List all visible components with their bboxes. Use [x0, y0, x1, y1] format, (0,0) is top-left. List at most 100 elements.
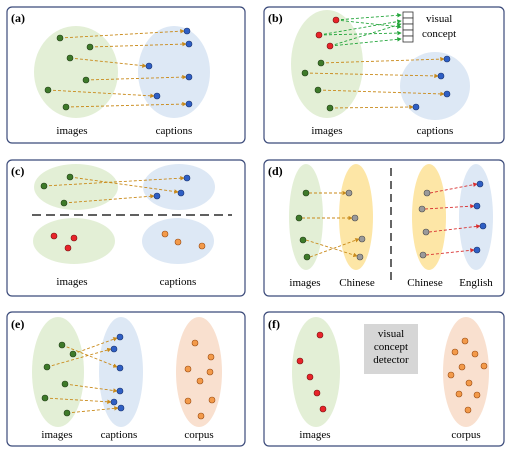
corpus-dot [465, 379, 473, 387]
arrow [69, 176, 179, 194]
images-region [32, 317, 84, 427]
images-caption: images [41, 429, 72, 441]
image-dot-red [316, 331, 324, 339]
caption-dot [116, 333, 124, 341]
caption-dot [183, 27, 191, 35]
image-dot [66, 54, 74, 62]
arrow [428, 224, 481, 233]
arrow [46, 347, 112, 368]
image-dot [62, 103, 70, 111]
panel-c-label: (c) [11, 164, 24, 178]
chinese-caption: Chinese [339, 277, 375, 289]
alignment-arrows [47, 28, 187, 108]
chinese-caption-2: Chinese [407, 277, 443, 289]
image-dot [82, 76, 90, 84]
chinese-dots [345, 189, 431, 261]
images-caption: images [289, 277, 320, 289]
image-dot [303, 253, 311, 261]
image-dot-red [332, 16, 340, 24]
caption-dots [145, 27, 193, 108]
corpus-caption: corpus [184, 429, 213, 441]
corpus-dot [206, 368, 214, 376]
image-dot [60, 199, 68, 207]
arrow [425, 248, 475, 256]
panel-c: (c) images c [6, 159, 246, 297]
corpus-dot [184, 397, 192, 405]
arrow [65, 101, 187, 108]
arrow [69, 57, 147, 68]
arrow [318, 19, 402, 36]
sentence-dot [422, 228, 430, 236]
arrow [66, 406, 119, 414]
english-dot [476, 180, 484, 188]
caption-dots [153, 174, 191, 200]
panel-d-frame [263, 159, 505, 297]
concept-arrows [318, 13, 402, 47]
panel-b: (b) visual concept [263, 6, 505, 144]
corpus-region [443, 317, 489, 427]
image-dots [40, 173, 74, 207]
sentence-dot [351, 214, 359, 222]
captions-region [138, 26, 210, 118]
image-dots [301, 16, 340, 112]
arrow [329, 22, 402, 47]
corpus-dot [207, 353, 215, 361]
caption-dot [153, 92, 161, 100]
image-dot-red [315, 31, 323, 39]
panel-e: (e) [6, 311, 246, 447]
arrow [63, 194, 155, 204]
image-dot [56, 34, 64, 42]
english-dot [473, 202, 481, 210]
image-dot [61, 380, 69, 388]
arrow [47, 89, 155, 99]
corpus-dot [451, 348, 459, 356]
chinese-region-2 [412, 164, 446, 270]
caption-dots [412, 55, 451, 111]
caption-dot [177, 189, 185, 197]
images-caption: images [56, 125, 87, 137]
arrow [89, 41, 187, 48]
corpus-dots [184, 339, 216, 420]
image-dot-red [296, 357, 304, 365]
images-region [34, 26, 118, 118]
caption-dot [443, 90, 451, 98]
caption-dot [153, 192, 161, 200]
captions-region [400, 52, 470, 120]
corpus-dot [455, 390, 463, 398]
caption-dot [185, 100, 193, 108]
panel-a-frame [6, 6, 246, 144]
arrow [429, 182, 478, 194]
concept-slot [402, 29, 414, 37]
concept-box [402, 11, 414, 43]
image-dot [69, 350, 77, 358]
image-dot [86, 43, 94, 51]
corpus-dot [184, 365, 192, 373]
caption-dot [117, 404, 125, 412]
caption-dot [145, 62, 153, 70]
arrow [304, 72, 439, 79]
captions-region [99, 317, 143, 427]
sentence-dot [345, 189, 353, 197]
arrow [317, 89, 445, 97]
images-caption: images [311, 125, 342, 137]
captions-caption: captions [417, 125, 454, 137]
english-region [459, 164, 493, 270]
image-dot [58, 341, 66, 349]
image-dot-red [319, 405, 327, 413]
image-dot-red [326, 42, 334, 50]
arrow [64, 383, 118, 393]
panel-c-frame [6, 159, 246, 297]
concept-slot [402, 35, 414, 43]
panel-f-label: (f) [268, 317, 280, 331]
corpus-dot [464, 406, 472, 414]
english-dot [473, 246, 481, 254]
english-dot [479, 222, 487, 230]
image-dot-red [313, 389, 321, 397]
arrow [318, 30, 402, 36]
image-dot [41, 394, 49, 402]
arrow [335, 13, 402, 21]
captions-caption: captions [156, 125, 193, 137]
images-region [291, 10, 363, 118]
concept-slot [402, 11, 414, 19]
arrow [335, 19, 402, 29]
